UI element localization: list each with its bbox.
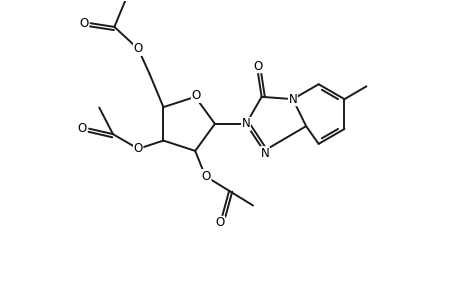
Text: N: N — [241, 117, 250, 130]
Text: O: O — [133, 42, 142, 56]
Text: O: O — [78, 122, 87, 135]
Text: O: O — [201, 169, 210, 183]
Text: O: O — [133, 142, 142, 155]
Text: O: O — [215, 216, 224, 230]
Text: N: N — [260, 147, 269, 160]
Text: O: O — [191, 89, 200, 102]
Text: O: O — [253, 60, 262, 73]
Text: N: N — [288, 93, 297, 106]
Text: O: O — [79, 17, 88, 30]
